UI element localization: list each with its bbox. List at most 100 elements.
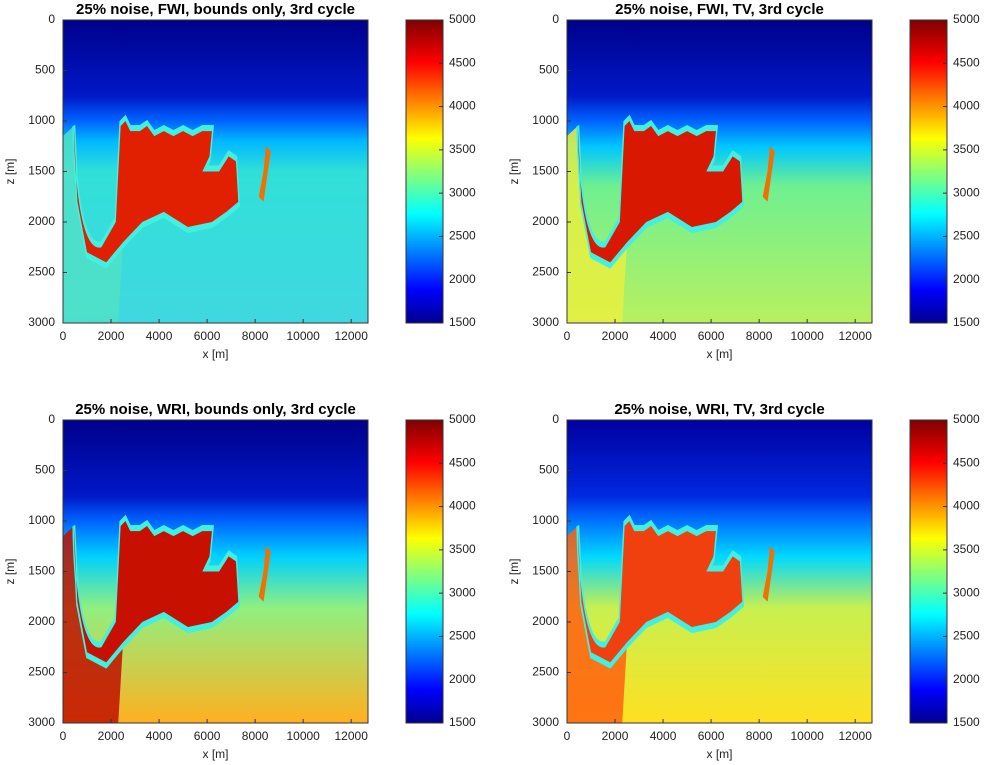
y-tick-label: 2000 bbox=[532, 214, 559, 228]
x-tick-label: 6000 bbox=[194, 329, 221, 343]
y-tick-label: 500 bbox=[35, 63, 55, 77]
velocity-image bbox=[567, 20, 872, 323]
x-tick-label: 2000 bbox=[602, 729, 629, 743]
y-tick-label: 1000 bbox=[532, 113, 559, 127]
x-tick-label: 0 bbox=[564, 329, 571, 343]
colorbar-tick-label: 3500 bbox=[449, 542, 476, 556]
x-axis-label: x [m] bbox=[203, 747, 229, 761]
colorbar-tick-label: 1500 bbox=[449, 315, 476, 329]
y-tick-label: 3000 bbox=[28, 315, 55, 329]
panel-title: 25% noise, WRI, bounds only, 3rd cycle bbox=[75, 401, 356, 418]
colorbar-tick-label: 3000 bbox=[953, 585, 980, 599]
colorbar-tick-label: 3500 bbox=[953, 142, 980, 156]
x-tick-label: 0 bbox=[60, 329, 67, 343]
colorbar-tick-label: 3500 bbox=[449, 142, 476, 156]
x-tick-label: 6000 bbox=[698, 729, 725, 743]
y-tick-label: 2500 bbox=[532, 665, 559, 679]
y-tick-label: 2500 bbox=[28, 265, 55, 279]
y-tick-label: 0 bbox=[48, 412, 55, 426]
colorbar-tick-label: 4000 bbox=[449, 499, 476, 513]
y-tick-label: 2000 bbox=[28, 214, 55, 228]
y-tick-label: 3000 bbox=[28, 715, 55, 729]
y-axis-label: z [m] bbox=[507, 559, 521, 585]
x-tick-label: 0 bbox=[564, 729, 571, 743]
y-tick-label: 1000 bbox=[532, 513, 559, 527]
panel-title: 25% noise, FWI, bounds only, 3rd cycle bbox=[76, 1, 355, 18]
colorbar-tick-label: 2500 bbox=[953, 629, 980, 643]
x-tick-label: 6000 bbox=[194, 729, 221, 743]
velocity-image bbox=[63, 420, 368, 723]
y-tick-label: 3000 bbox=[532, 715, 559, 729]
y-axis-label: z [m] bbox=[507, 159, 521, 185]
y-tick-label: 2500 bbox=[532, 265, 559, 279]
x-axis-label: x [m] bbox=[707, 747, 733, 761]
x-tick-label: 12000 bbox=[839, 729, 873, 743]
velocity-image bbox=[567, 420, 872, 723]
colorbar-tick-label: 5000 bbox=[953, 12, 980, 26]
x-tick-label: 10000 bbox=[790, 729, 824, 743]
colorbar-tick-label: 4500 bbox=[953, 455, 980, 469]
colorbar-tick-label: 4500 bbox=[953, 55, 980, 69]
y-axis-label: z [m] bbox=[3, 559, 17, 585]
colorbar bbox=[909, 419, 948, 724]
colorbar-tick-label: 3000 bbox=[449, 185, 476, 199]
x-tick-label: 12000 bbox=[335, 729, 369, 743]
y-tick-label: 1500 bbox=[532, 564, 559, 578]
colorbar-tick-label: 4000 bbox=[449, 99, 476, 113]
y-tick-label: 500 bbox=[539, 463, 559, 477]
x-tick-label: 2000 bbox=[602, 329, 629, 343]
y-tick-label: 1000 bbox=[28, 113, 55, 127]
y-tick-label: 1500 bbox=[28, 164, 55, 178]
colorbar-tick-label: 5000 bbox=[953, 412, 980, 426]
colorbar-tick-label: 3000 bbox=[953, 185, 980, 199]
colorbar-tick-label: 4500 bbox=[449, 55, 476, 69]
y-tick-label: 1500 bbox=[532, 164, 559, 178]
y-tick-label: 0 bbox=[552, 12, 559, 26]
colorbar-tick-label: 2000 bbox=[953, 672, 980, 686]
x-tick-label: 8000 bbox=[242, 729, 269, 743]
x-tick-label: 2000 bbox=[98, 729, 125, 743]
y-tick-label: 2000 bbox=[532, 614, 559, 628]
colorbar-tick-label: 4000 bbox=[953, 499, 980, 513]
x-tick-label: 4000 bbox=[650, 729, 677, 743]
x-tick-label: 12000 bbox=[839, 329, 873, 343]
y-tick-label: 1000 bbox=[28, 513, 55, 527]
x-tick-label: 8000 bbox=[746, 729, 773, 743]
colorbar-tick-label: 2000 bbox=[953, 272, 980, 286]
x-axis-label: x [m] bbox=[203, 347, 229, 361]
x-tick-label: 10000 bbox=[790, 329, 824, 343]
panel-title: 25% noise, FWI, TV, 3rd cycle bbox=[615, 1, 824, 18]
x-axis-label: x [m] bbox=[707, 347, 733, 361]
y-tick-label: 500 bbox=[35, 463, 55, 477]
colorbar-tick-label: 2000 bbox=[449, 672, 476, 686]
colorbar-tick-label: 1500 bbox=[449, 715, 476, 729]
x-tick-label: 4000 bbox=[650, 329, 677, 343]
colorbar-tick-label: 5000 bbox=[449, 412, 476, 426]
y-tick-label: 2500 bbox=[28, 665, 55, 679]
colorbar-tick-label: 3000 bbox=[449, 585, 476, 599]
colorbar-tick-label: 1500 bbox=[953, 315, 980, 329]
y-tick-label: 0 bbox=[552, 412, 559, 426]
colorbar-tick-label: 3500 bbox=[953, 542, 980, 556]
x-tick-label: 0 bbox=[60, 729, 67, 743]
colorbar-tick-label: 5000 bbox=[449, 12, 476, 26]
panel-title: 25% noise, WRI, TV, 3rd cycle bbox=[614, 401, 824, 418]
colorbar-tick-label: 4000 bbox=[953, 99, 980, 113]
y-tick-label: 1500 bbox=[28, 564, 55, 578]
x-tick-label: 12000 bbox=[335, 329, 369, 343]
y-tick-label: 0 bbox=[48, 12, 55, 26]
y-tick-label: 3000 bbox=[532, 315, 559, 329]
colorbar-tick-label: 4500 bbox=[449, 455, 476, 469]
x-tick-label: 10000 bbox=[286, 729, 320, 743]
y-tick-label: 2000 bbox=[28, 614, 55, 628]
velocity-image bbox=[63, 20, 368, 323]
x-tick-label: 8000 bbox=[746, 329, 773, 343]
colorbar-tick-label: 1500 bbox=[953, 715, 980, 729]
y-tick-label: 500 bbox=[539, 63, 559, 77]
x-tick-label: 6000 bbox=[698, 329, 725, 343]
colorbar bbox=[405, 19, 444, 324]
colorbar-tick-label: 2500 bbox=[449, 229, 476, 243]
colorbar-tick-label: 2000 bbox=[449, 272, 476, 286]
colorbar bbox=[909, 19, 948, 324]
